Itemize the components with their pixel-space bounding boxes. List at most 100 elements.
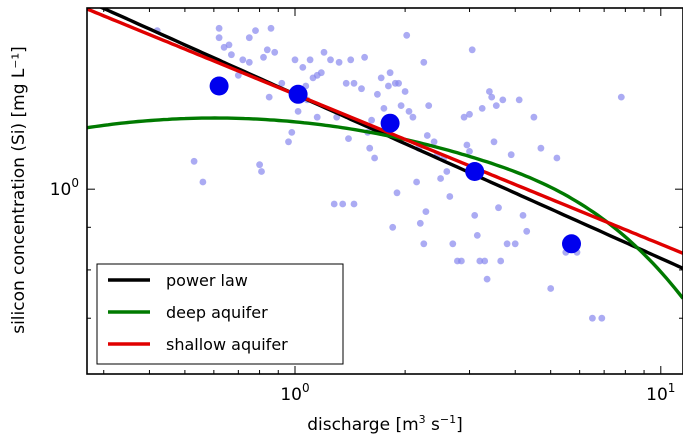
observation-point: [215, 24, 223, 32]
observation-point: [342, 79, 350, 87]
observation-point: [463, 141, 471, 149]
binned-mean-points: [209, 76, 581, 254]
observation-point: [350, 200, 358, 208]
observation-point: [481, 257, 489, 265]
observation-point: [589, 314, 596, 322]
observation-point: [263, 46, 271, 54]
y-axis-label: silicon concentration (Si) [mg L⁻¹]: [9, 46, 29, 334]
observation-point: [335, 58, 343, 66]
observation-point: [380, 105, 388, 112]
observation-point: [460, 113, 468, 121]
observation-point: [215, 34, 223, 42]
observation-point: [345, 135, 352, 143]
observation-point: [483, 275, 491, 283]
legend: power law deep aquifer shallow aquifer: [96, 263, 344, 365]
observation-point: [499, 96, 507, 104]
observation-point: [466, 148, 473, 155]
observation-point: [437, 175, 444, 182]
observation-point: [265, 93, 273, 101]
observation-point: [260, 53, 267, 61]
observation-point: [371, 154, 378, 162]
observation-point: [523, 227, 531, 235]
observation-point: [458, 257, 465, 265]
x-axis-label: discharge [m3 s−1]: [307, 413, 463, 435]
legend-label: deep aquifer: [166, 303, 268, 322]
observation-point: [430, 138, 438, 146]
observation-point: [397, 102, 405, 109]
observation-point: [423, 132, 431, 139]
observation-point: [503, 240, 511, 248]
observation-point: [420, 240, 428, 248]
legend-label: shallow aquifer: [166, 335, 288, 354]
observation-point: [413, 178, 420, 186]
observation-point: [478, 105, 486, 112]
observation-point: [320, 48, 328, 56]
observation-point: [327, 56, 334, 64]
observation-point: [245, 58, 253, 66]
observation-point: [228, 51, 235, 59]
binned-mean-point: [380, 113, 400, 133]
observation-point: [258, 168, 265, 175]
observation-point: [358, 85, 365, 93]
observation-point: [495, 204, 502, 212]
observation-point: [386, 69, 394, 77]
observation-point: [401, 88, 409, 95]
observation-point: [490, 138, 498, 146]
observation-point: [617, 93, 625, 101]
observation-point: [393, 189, 401, 197]
observation-point: [285, 138, 292, 146]
observation-point: [350, 79, 358, 87]
observation-point: [374, 90, 381, 98]
observation-point: [443, 168, 451, 175]
observation-point: [519, 212, 527, 219]
observation-point: [497, 257, 505, 265]
observation-point: [507, 151, 515, 159]
observation-point: [377, 74, 385, 82]
observation-point: [511, 240, 519, 248]
observation-point: [471, 212, 479, 219]
observation-point: [547, 285, 555, 292]
observation-point: [190, 157, 198, 165]
observation-point: [299, 64, 307, 71]
observation-point: [306, 56, 314, 64]
observation-point: [537, 144, 545, 152]
observation-point: [361, 53, 368, 61]
observation-point: [256, 161, 263, 169]
plot-frame: [86, 7, 683, 375]
observation-point: [395, 79, 402, 87]
observation-point: [449, 240, 457, 248]
x-tick-label: 101: [646, 381, 675, 405]
observation-point: [271, 48, 279, 56]
observation-point: [409, 113, 417, 121]
observation-point: [466, 110, 473, 118]
observation-point: [405, 108, 413, 115]
observation-point: [389, 223, 397, 231]
observation-point: [239, 56, 247, 64]
fit-lines: [87, 8, 683, 300]
observation-point: [553, 154, 561, 162]
observation-point: [368, 116, 375, 124]
observation-point: [366, 144, 374, 152]
observation-point: [515, 96, 523, 104]
observation-point: [245, 34, 253, 42]
observation-point: [476, 257, 484, 265]
observation-point: [425, 102, 433, 109]
observation-point: [530, 113, 538, 121]
x-tick-label: 100: [280, 381, 309, 405]
observation-point: [486, 88, 493, 95]
observation-point: [267, 24, 275, 32]
observation-point: [446, 193, 454, 200]
observation-point: [403, 31, 411, 39]
observation-point: [420, 58, 428, 66]
observation-point: [347, 56, 355, 64]
observation-point: [252, 27, 259, 34]
observation-point: [492, 102, 500, 109]
observation-point: [291, 56, 299, 64]
binned-mean-point: [209, 76, 229, 96]
observation-point: [330, 200, 338, 208]
series-line: [87, 116, 683, 300]
observation-point: [294, 108, 302, 115]
observation-point: [278, 79, 286, 87]
observation-point: [234, 71, 242, 79]
